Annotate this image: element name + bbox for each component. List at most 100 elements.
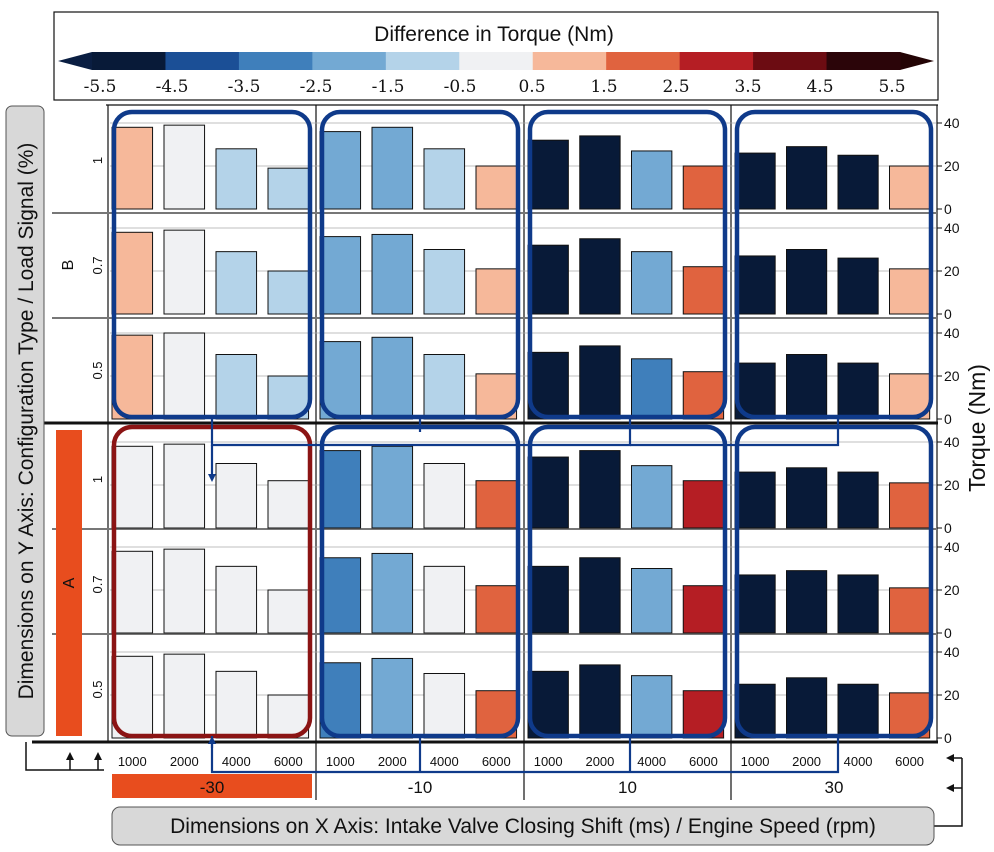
engine-speed-label: 2000 xyxy=(170,754,199,769)
left-bracket xyxy=(25,742,104,771)
torque-bar xyxy=(319,131,362,210)
connector-bottom-line xyxy=(210,736,840,774)
engine-speed-label: 6000 xyxy=(689,754,718,769)
torque-bar xyxy=(786,570,828,634)
torque-bar xyxy=(734,255,776,315)
colorbar-arrow-right xyxy=(900,52,934,70)
colorbar-tick-label: 3.5 xyxy=(734,77,761,97)
colorbar-segment xyxy=(312,52,387,70)
right-axis-title: Torque (Nm) xyxy=(964,364,990,492)
torque-bar xyxy=(579,664,621,739)
highlight-box xyxy=(527,109,728,420)
torque-bar xyxy=(889,482,931,529)
torque-bar xyxy=(837,154,879,210)
axes: B A 1 0.7 0.5 1 0.7 0.5 0 20 40 0 20 40 0 20 40 0 20 40 0 20 4… xyxy=(25,115,963,827)
torque-bar xyxy=(111,231,154,315)
torque-bar xyxy=(475,268,518,315)
colorbar-segment xyxy=(385,52,460,70)
torque-bar xyxy=(215,670,258,739)
torque-bar xyxy=(527,244,569,315)
torque-bar xyxy=(475,585,518,634)
highlight-boxes xyxy=(111,109,934,739)
load-signal-label: 0.7 xyxy=(90,575,105,593)
torque-bar xyxy=(786,249,828,315)
torque-bar xyxy=(475,165,518,210)
shift-group-highlight xyxy=(112,774,312,798)
torque-bar xyxy=(786,146,828,210)
colorbar-tick-label: -2.5 xyxy=(300,77,333,97)
valve-shift-label: -10 xyxy=(408,778,433,797)
engine-speed-label: 2000 xyxy=(792,754,821,769)
torque-bar xyxy=(163,229,206,315)
torque-bar xyxy=(631,358,673,420)
colorbar-tick-label: 4.5 xyxy=(806,77,833,97)
torque-tick-label: 20 xyxy=(944,582,960,598)
colorbar-segment xyxy=(532,52,607,70)
torque-bar xyxy=(267,480,310,529)
colorbar-segment xyxy=(679,52,754,70)
highlight-box xyxy=(734,424,934,739)
engine-speed-label: 6000 xyxy=(274,754,303,769)
engine-speed-label: 1000 xyxy=(118,754,147,769)
torque-tick-label: 0 xyxy=(944,520,952,536)
torque-bar xyxy=(682,690,725,739)
torque-bar xyxy=(734,152,776,210)
torque-bar xyxy=(111,126,154,210)
torque-bar xyxy=(786,354,828,420)
torque-bar xyxy=(267,589,310,634)
torque-tick-label: 40 xyxy=(944,539,960,555)
torque-bar xyxy=(475,373,518,420)
valve-shift-label: 30 xyxy=(825,778,844,797)
torque-bar xyxy=(423,565,466,634)
colorbar-segment xyxy=(826,52,901,70)
x-axis-title-box xyxy=(111,806,935,846)
torque-bar xyxy=(631,150,673,210)
colorbar-segment xyxy=(238,52,313,70)
torque-bar xyxy=(527,139,569,210)
torque-bar xyxy=(682,165,725,210)
connector-arrows xyxy=(208,417,840,774)
torque-bar xyxy=(786,677,828,739)
torque-bar xyxy=(682,266,725,315)
torque-bar xyxy=(579,345,621,420)
torque-bar xyxy=(631,568,673,634)
colorbar-segment xyxy=(92,52,166,70)
colorbar-tick-label: -3.5 xyxy=(228,77,261,97)
colorbar-tick-label: -4.5 xyxy=(156,77,189,97)
torque-tick-label: 0 xyxy=(944,411,952,427)
engine-speed-label: 2000 xyxy=(585,754,614,769)
torque-bar xyxy=(423,354,466,420)
torque-tick-label: 0 xyxy=(944,625,952,641)
torque-bar xyxy=(631,465,673,529)
torque-tick-label: 20 xyxy=(944,263,960,279)
torque-bar xyxy=(215,565,258,634)
torque-tick-label: 20 xyxy=(944,158,960,174)
torque-tick-label: 40 xyxy=(944,220,960,236)
config-A-highlight xyxy=(56,430,82,736)
torque-bar xyxy=(163,124,206,210)
plot-frame xyxy=(32,104,938,800)
colorbar-tick-label: -5.5 xyxy=(84,77,117,97)
engine-speed-label: 6000 xyxy=(482,754,511,769)
y-axis-title-box xyxy=(5,105,45,737)
load-signal-label: 1 xyxy=(90,157,105,164)
torque-bar xyxy=(734,471,776,529)
torque-bar xyxy=(319,236,362,315)
colorbar-tick-label: 0.5 xyxy=(518,77,545,97)
load-signal-label: 0.5 xyxy=(90,361,105,379)
torque-bar xyxy=(527,456,569,529)
torque-tick-label: 20 xyxy=(944,368,960,384)
torque-bar xyxy=(475,480,518,529)
torque-bar xyxy=(889,268,931,315)
colorbar-tick-label: 1.5 xyxy=(590,77,617,97)
torque-bar xyxy=(371,552,414,634)
torque-bar xyxy=(579,557,621,634)
colorbar-title: Difference in Torque (Nm) xyxy=(374,23,614,46)
colorbar: -5.5 -4.5 -3.5 -2.5 -1.5 -0.5 0.5 1.5 2.5 3.5 4.5 5… xyxy=(58,52,934,97)
engine-speed-label: 2000 xyxy=(378,754,407,769)
torque-bar xyxy=(889,587,931,634)
torque-bar xyxy=(163,332,206,420)
torque-bar xyxy=(527,565,569,634)
torque-tick-label: 20 xyxy=(944,687,960,703)
load-signal-label: 0.5 xyxy=(90,680,105,698)
